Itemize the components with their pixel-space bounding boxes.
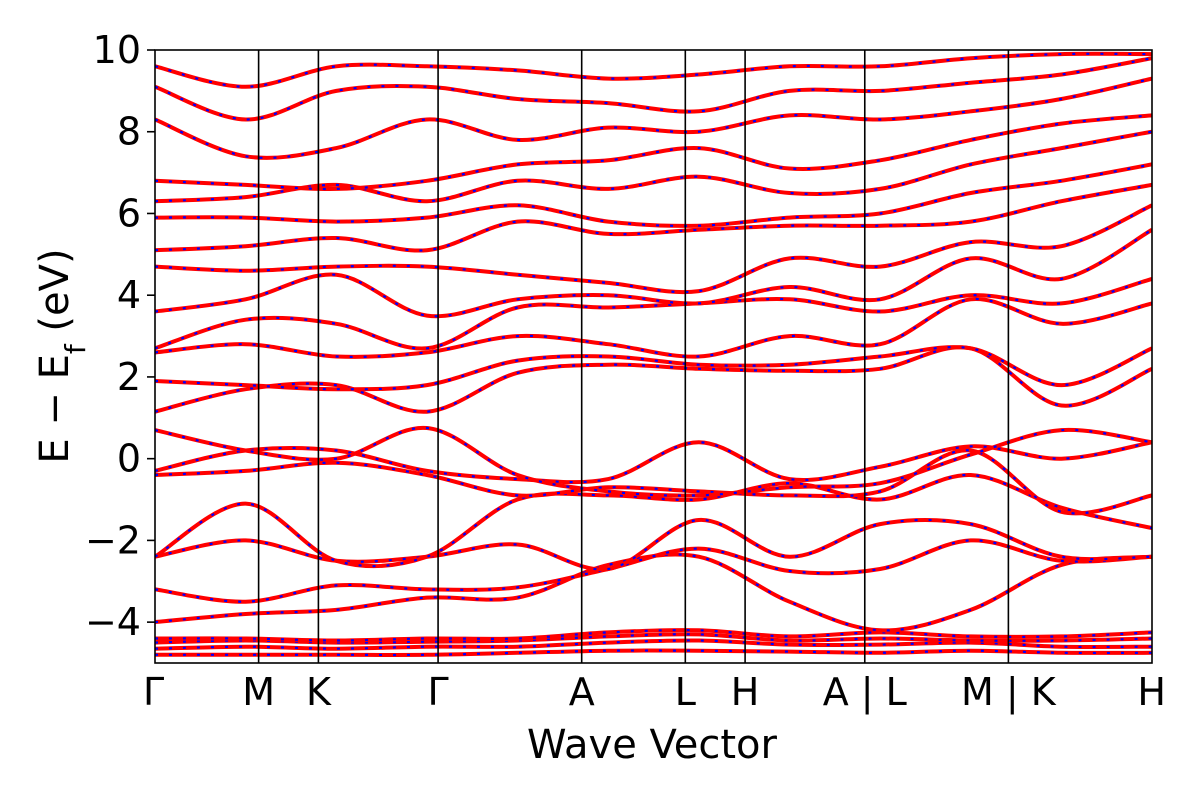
band-line-blue-15 bbox=[155, 228, 1152, 318]
x-tick-label-0: Γ bbox=[143, 670, 164, 714]
band-line-red-9 bbox=[155, 440, 1152, 485]
plot-frame bbox=[154, 49, 1153, 664]
band-line-blue-10 bbox=[155, 426, 1152, 497]
band-line-blue-19 bbox=[155, 130, 1152, 203]
band-line-red-7 bbox=[155, 472, 1152, 569]
band-line-blue-16 bbox=[155, 204, 1152, 294]
y-tick-label-5: 6 bbox=[117, 191, 141, 235]
band-line-red-3 bbox=[155, 628, 1152, 643]
band-line-blue-17 bbox=[155, 183, 1152, 252]
y-tick-label-7: 10 bbox=[93, 28, 141, 72]
y-tick-label-1: −2 bbox=[85, 518, 141, 562]
band-line-red-14 bbox=[155, 276, 1152, 351]
band-line-blue-11 bbox=[155, 346, 1152, 413]
band-line-red-21 bbox=[155, 76, 1152, 160]
band-line-red-13 bbox=[155, 297, 1152, 359]
band-line-red-19 bbox=[155, 129, 1152, 204]
band-line-red-10 bbox=[155, 425, 1152, 498]
x-tick-label-5: L bbox=[675, 670, 696, 714]
x-tick-label-6: H bbox=[731, 670, 760, 714]
x-tick-label-9: H bbox=[1137, 670, 1166, 714]
band-line-red-1 bbox=[155, 638, 1152, 651]
band-line-red-18 bbox=[155, 162, 1152, 228]
y-axis-title: E − Ef (eV) bbox=[32, 248, 92, 463]
band-line-blue-5 bbox=[155, 539, 1152, 603]
band-line-blue-13 bbox=[155, 297, 1152, 359]
band-line-red-8 bbox=[155, 448, 1152, 516]
band-line-blue-22 bbox=[155, 57, 1152, 121]
y-ticks: −4 −2 0 2 4 6 8 10 bbox=[85, 28, 155, 644]
band-line-red-11 bbox=[155, 345, 1152, 414]
y-axis-title-unit: (eV) bbox=[32, 248, 78, 344]
x-tick-label-1: M bbox=[242, 670, 275, 714]
y-tick-label-0: −4 bbox=[85, 600, 141, 644]
band-line-blue-23 bbox=[155, 52, 1152, 88]
bands-layer bbox=[155, 51, 1152, 657]
band-line-red-0 bbox=[155, 648, 1152, 657]
x-tick-label-3: Γ bbox=[427, 670, 448, 714]
kpoint-lines bbox=[257, 50, 1010, 663]
y-tick-label-6: 8 bbox=[117, 110, 141, 154]
x-axis-title: Wave Vector bbox=[527, 722, 778, 768]
y-axis-title-sub: f bbox=[59, 343, 92, 354]
y-tick-label-2: 0 bbox=[117, 437, 141, 481]
x-tick-label-7: A | L bbox=[823, 670, 907, 715]
y-tick-label-3: 2 bbox=[117, 355, 141, 399]
y-axis-title-main: E − E bbox=[32, 354, 78, 464]
band-line-red-20 bbox=[155, 113, 1152, 191]
band-line-red-17 bbox=[155, 182, 1152, 253]
band-line-red-22 bbox=[155, 56, 1152, 122]
band-line-blue-21 bbox=[155, 77, 1152, 159]
y-tick-label-4: 4 bbox=[117, 273, 141, 317]
x-tick-label-4: A bbox=[569, 670, 595, 714]
band-line-red-2 bbox=[155, 632, 1152, 645]
band-line-red-12 bbox=[155, 345, 1152, 392]
x-tick-label-8: M | K bbox=[961, 670, 1057, 715]
x-tick-label-2: K bbox=[306, 670, 332, 714]
